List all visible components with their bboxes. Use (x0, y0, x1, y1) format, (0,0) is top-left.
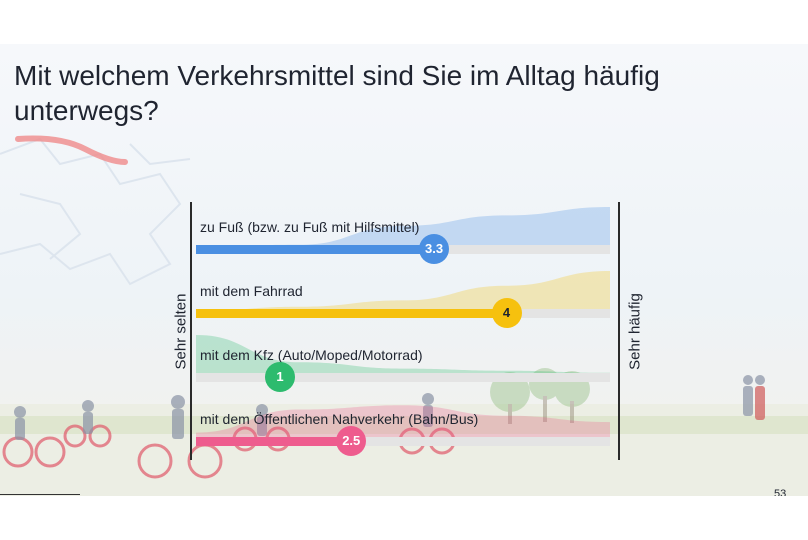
value-label: 1 (265, 362, 295, 392)
bar-track (196, 373, 610, 382)
chart-area: zu Fuß (bzw. zu Fuß mit Hilfsmittel) 3.3 m… (196, 199, 610, 459)
bar (196, 245, 435, 254)
value-label: 4 (491, 298, 522, 328)
page-number: 53 (774, 488, 787, 496)
right-axis-line (618, 202, 620, 460)
category-label: mit dem Kfz (Auto/Moped/Motorrad) (200, 347, 423, 363)
category-label: mit dem Öffentlichen Nahverkehr (Bahn/Bu… (200, 411, 479, 427)
left-axis-line (190, 202, 192, 460)
value-label: 2.5 (336, 426, 367, 456)
right-axis-label: Sehr häufig (626, 293, 644, 370)
category-label: mit dem Fahrrad (200, 283, 303, 299)
bar-track (196, 437, 610, 446)
value-label: 3.3 (419, 234, 450, 264)
distribution-area (196, 207, 610, 249)
page-title: Mit welchem Verkehrsmittel sind Sie im A… (14, 60, 660, 126)
distribution-area (196, 405, 610, 441)
left-axis-label: Sehr selten (172, 293, 190, 370)
category-label: zu Fuß (bzw. zu Fuß mit Hilfsmittel) (200, 219, 420, 235)
bar (196, 437, 352, 446)
bar (196, 309, 507, 318)
distribution-area (196, 335, 610, 377)
slide: Mit welchem Verkehrsmittel sind Sie im A… (0, 44, 808, 496)
footer-divider (0, 494, 80, 495)
